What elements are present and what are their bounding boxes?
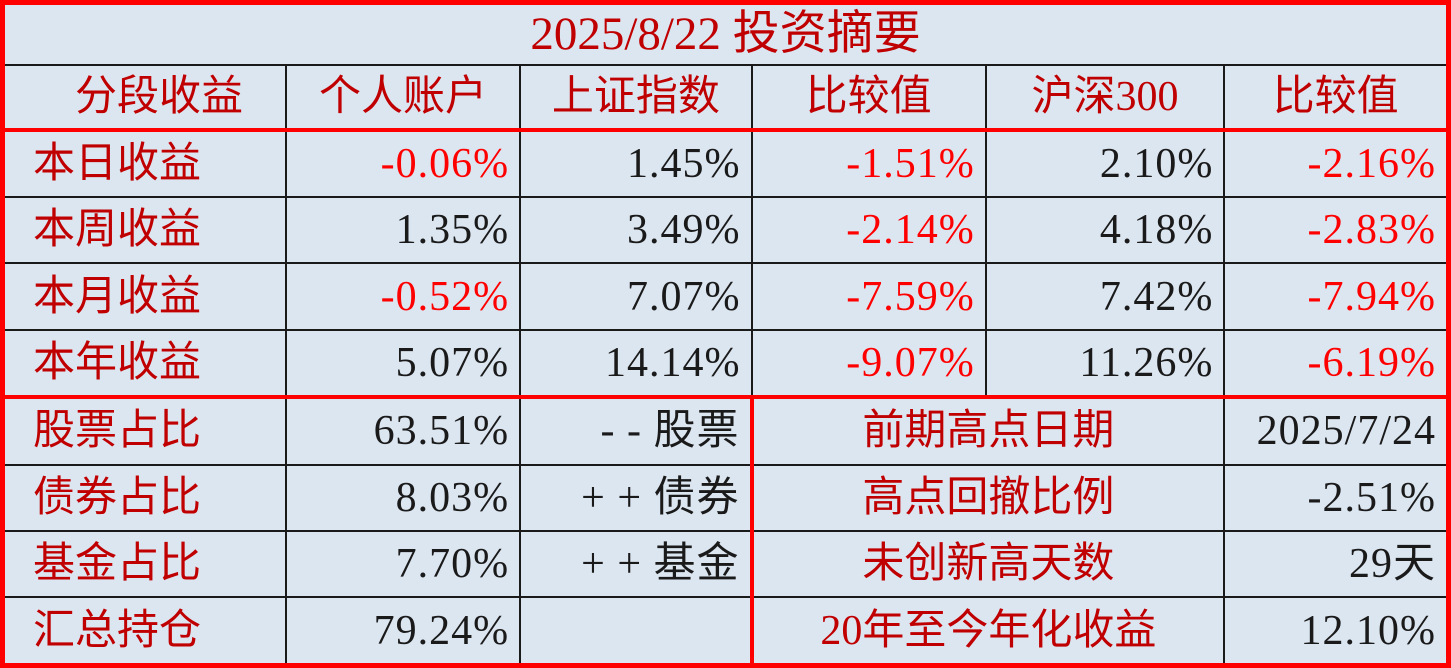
stat-label-days-without-new-high: 未创新高天数 <box>749 530 1226 599</box>
col-header-sse-index: 上证指数 <box>519 64 753 132</box>
stat-label-annualized-return-since-2020: 20年至今年化收益 <box>749 596 1226 667</box>
col-header-comparison-1: 比较值 <box>750 64 987 132</box>
col-header-personal-account: 个人账户 <box>284 64 522 132</box>
row-label-monthly-return: 本月收益 <box>1 262 287 331</box>
row-label-yearly-return: 本年收益 <box>1 328 287 400</box>
stat-value-days-without-new-high: 29天 <box>1223 530 1450 599</box>
cell-monthly-sse: 7.07% <box>519 262 753 331</box>
cell-weekly-personal: 1.35% <box>284 196 522 265</box>
cell-yearly-csi300: 11.26% <box>984 328 1226 400</box>
cell-daily-vs-csi300: -2.16% <box>1223 128 1450 199</box>
stat-label-prev-high-date: 前期高点日期 <box>749 396 1226 466</box>
cell-yearly-vs-sse: -9.07% <box>750 328 987 400</box>
cell-daily-csi300: 2.10% <box>984 128 1226 199</box>
stat-value-annualized-return-since-2020: 12.10% <box>1223 596 1450 667</box>
cell-weekly-csi300: 4.18% <box>984 196 1226 265</box>
col-header-comparison-2: 比较值 <box>1223 64 1450 132</box>
cell-total-note-empty <box>519 596 753 667</box>
cell-stock-note: - - 股票 <box>519 396 753 466</box>
stat-value-drawdown-from-high: -2.51% <box>1223 463 1450 533</box>
cell-daily-personal: -0.06% <box>284 128 522 199</box>
cell-weekly-vs-sse: -2.14% <box>750 196 987 265</box>
cell-stock-ratio-value: 63.51% <box>284 396 522 466</box>
table-title: 2025/8/22 投资摘要 <box>1 1 1450 67</box>
row-label-weekly-return: 本周收益 <box>1 196 287 265</box>
cell-fund-note: + + 基金 <box>519 530 753 599</box>
cell-weekly-sse: 3.49% <box>519 196 753 265</box>
cell-yearly-vs-csi300: -6.19% <box>1223 328 1450 400</box>
cell-monthly-csi300: 7.42% <box>984 262 1226 331</box>
cell-bond-note: + + 债券 <box>519 463 753 533</box>
cell-monthly-vs-sse: -7.59% <box>750 262 987 331</box>
cell-fund-ratio-value: 7.70% <box>284 530 522 599</box>
row-label-total-position: 汇总持仓 <box>1 596 287 667</box>
cell-daily-sse: 1.45% <box>519 128 753 199</box>
row-label-daily-return: 本日收益 <box>1 128 287 199</box>
cell-daily-vs-sse: -1.51% <box>750 128 987 199</box>
stat-label-drawdown-from-high: 高点回撤比例 <box>749 463 1226 533</box>
col-header-csi300: 沪深300 <box>984 64 1226 132</box>
cell-bond-ratio-value: 8.03% <box>284 463 522 533</box>
cell-monthly-personal: -0.52% <box>284 262 522 331</box>
cell-yearly-sse: 14.14% <box>519 328 753 400</box>
cell-total-position-value: 79.24% <box>284 596 522 667</box>
cell-yearly-personal: 5.07% <box>284 328 522 400</box>
cell-weekly-vs-csi300: -2.83% <box>1223 196 1450 265</box>
row-label-stock-ratio: 股票占比 <box>1 396 287 466</box>
col-header-segment-return: 分段收益 <box>1 64 287 132</box>
cell-monthly-vs-csi300: -7.94% <box>1223 262 1450 331</box>
row-label-bond-ratio: 债券占比 <box>1 463 287 533</box>
row-label-fund-ratio: 基金占比 <box>1 530 287 599</box>
stat-value-prev-high-date: 2025/7/24 <box>1223 396 1450 466</box>
